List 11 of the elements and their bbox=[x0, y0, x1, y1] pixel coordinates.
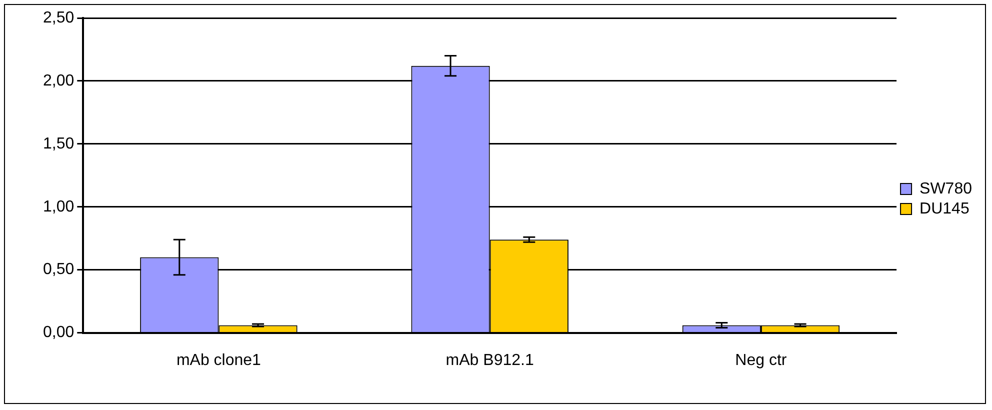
x-tick-label: mAb B912.1 bbox=[446, 352, 534, 369]
y-tick-label: 0,50 bbox=[43, 261, 74, 278]
y-tick-label: 1,00 bbox=[43, 198, 74, 216]
y-tick-label: 2,00 bbox=[43, 72, 74, 90]
y-tick-label: 1,50 bbox=[43, 135, 74, 152]
x-tick-label: mAb clone1 bbox=[176, 352, 262, 369]
y-tick-label: 2,50 bbox=[43, 9, 74, 26]
x-tick-label: Neg ctr bbox=[735, 352, 788, 369]
y-tick-label: 0,00 bbox=[43, 324, 74, 342]
legend-label: DU145 bbox=[920, 200, 970, 218]
legend-label: SW780 bbox=[920, 180, 972, 198]
